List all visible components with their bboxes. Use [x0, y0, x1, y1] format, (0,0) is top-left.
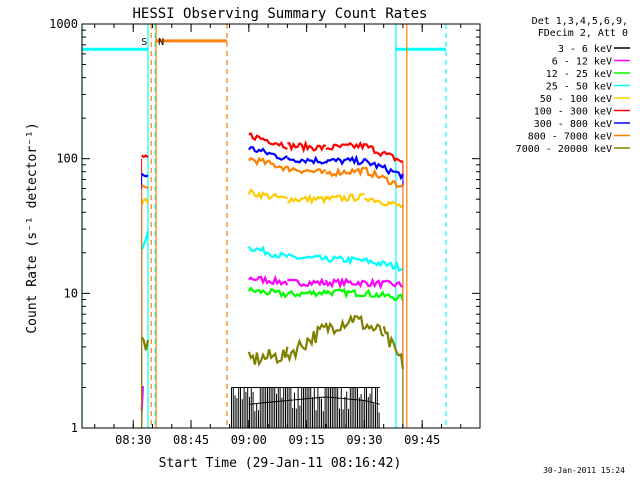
axes: 1 10 100 1000 08:30 08:45 09:00 09:15 09:30 09:45 [49, 17, 481, 447]
series-3-6kev-comb [230, 386, 380, 428]
series-50-100kev [140, 188, 404, 428]
y-tick-label: 100 [56, 152, 78, 166]
x-tick-label: 09:45 [404, 433, 440, 447]
y-axis-label: Count Rate (s⁻¹ detector⁻¹) [25, 122, 40, 333]
chart-title: HESSI Observing Summary Count Rates [132, 6, 427, 22]
legend-label: 800 - 7000 keV [528, 132, 612, 143]
y-tick-label: 10 [64, 286, 78, 300]
legend: Det 1,3,4,5,6,9,FDecim 2, Att 0 3 - 6 keV… [516, 16, 630, 155]
legend-label: 50 - 100 keV [540, 94, 612, 105]
marker-s: S [141, 37, 147, 48]
legend-label: 3 - 6 keV [558, 44, 612, 55]
plot-frame [81, 23, 481, 429]
series-7000-20000kev [140, 313, 404, 428]
y-tick-label: 1000 [49, 17, 78, 31]
y-tick-label: 1 [71, 421, 78, 435]
legend-label: 6 - 12 keV [552, 57, 612, 68]
marker-n: N [158, 37, 164, 48]
legend-header-line: FDecim 2, Att 0 [538, 28, 628, 39]
footer-timestamp: 30-Jan-2011 15:24 [543, 466, 625, 475]
x-tick-label: 09:30 [346, 433, 382, 447]
legend-label: 25 - 50 keV [546, 82, 612, 93]
x-tick-label: 08:30 [115, 433, 151, 447]
x-tick-label: 09:15 [289, 433, 325, 447]
legend-label: 100 - 300 keV [534, 107, 612, 118]
x-axis-label: Start Time (29-Jan-11 08:16:42) [159, 456, 402, 471]
x-tick-label: 08:45 [173, 433, 209, 447]
legend-label: 12 - 25 keV [546, 69, 612, 80]
x-tick-label: 09:00 [231, 433, 267, 447]
legend-label: 7000 - 20000 keV [516, 144, 612, 155]
legend-label: 300 - 800 keV [534, 119, 612, 130]
legend-header-line: Det 1,3,4,5,6,9, [532, 16, 628, 27]
series-300-800kev [140, 146, 404, 428]
series-6-12kev [140, 274, 404, 428]
